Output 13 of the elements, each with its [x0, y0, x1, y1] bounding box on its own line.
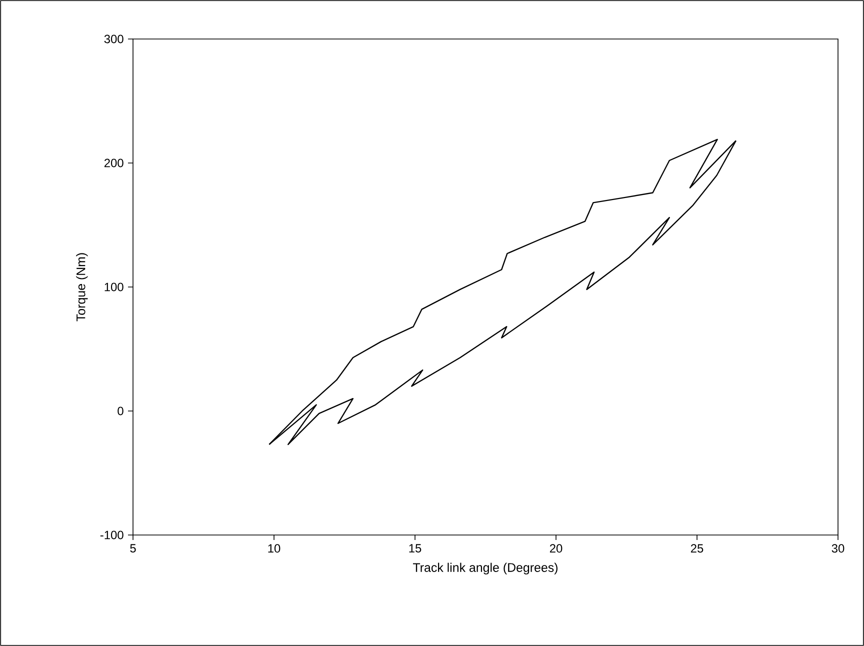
- x-tick-label: 20: [550, 544, 562, 553]
- x-axis-title: Track link angle (Degrees): [413, 562, 558, 574]
- y-tick-label: 300: [104, 34, 124, 44]
- x-tick-label: 5: [130, 544, 136, 553]
- x-tick-label: 10: [268, 544, 280, 553]
- y-tick-label: 200: [104, 158, 124, 168]
- y-axis-title: Torque (Nm): [76, 253, 88, 322]
- y-tick-label: 100: [104, 282, 124, 292]
- x-tick-label: 30: [832, 544, 844, 553]
- y-tick-label: 0: [118, 406, 124, 416]
- x-tick-label: 15: [409, 544, 422, 553]
- x-tick-label: 25: [690, 544, 704, 553]
- y-tick-label: -100: [100, 530, 124, 540]
